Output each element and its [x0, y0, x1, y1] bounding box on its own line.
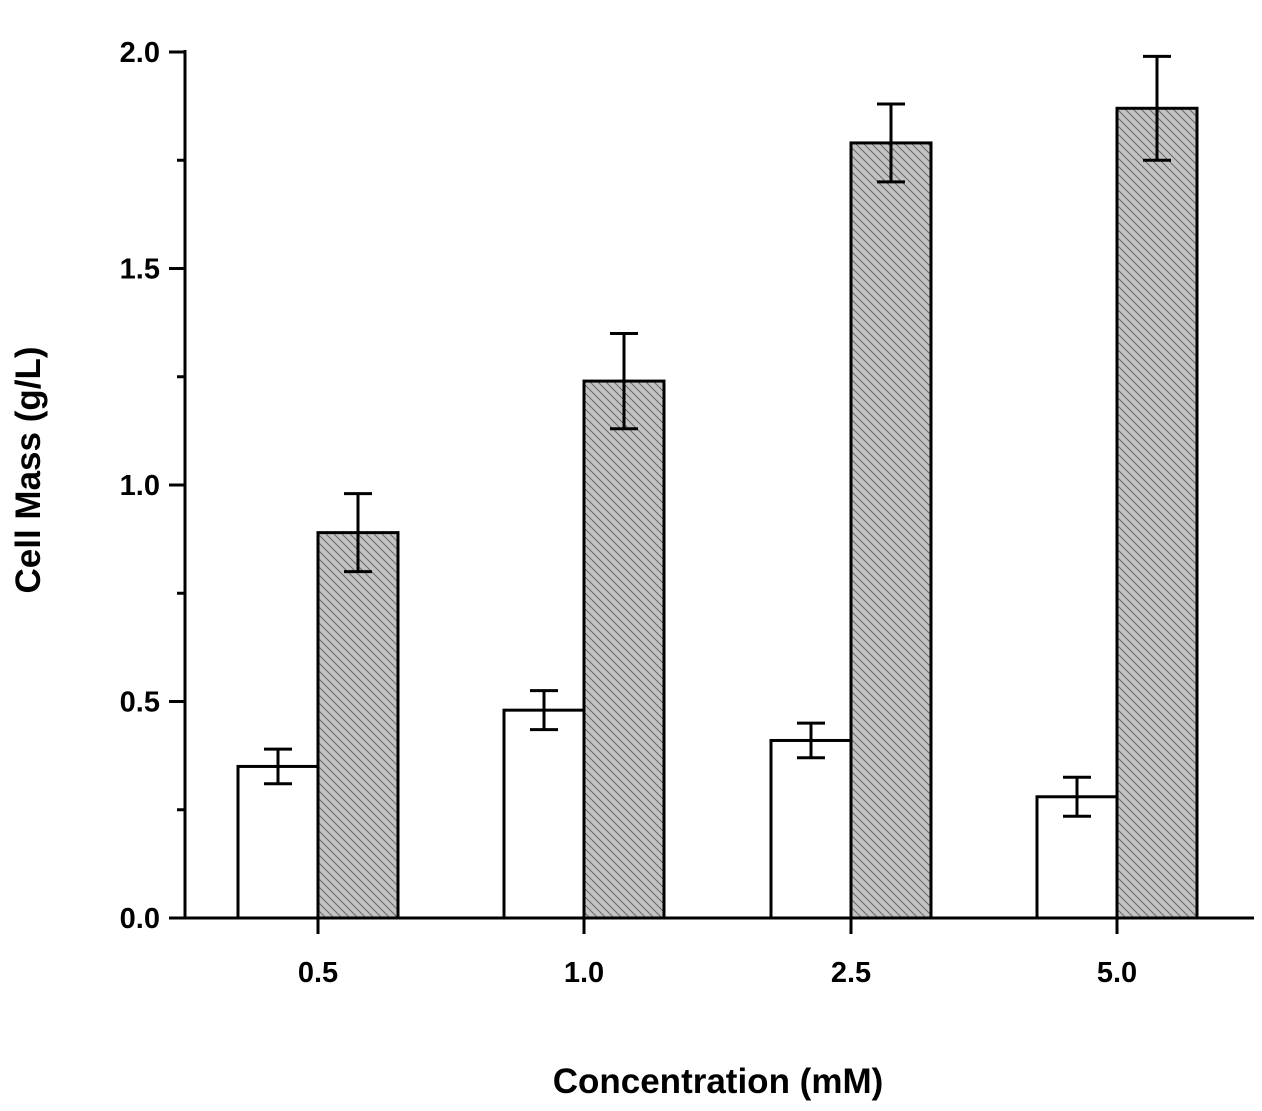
bar-series1-2.5 — [769, 738, 853, 920]
error-bar-series2-5.0 — [1143, 54, 1171, 162]
error-bar-series2-0.5 — [344, 492, 372, 574]
error-bar-series1-5.0 — [1063, 775, 1091, 818]
y-ticks-layer: 0.0 0.5 1.0 1.5 2.0 — [120, 37, 185, 935]
x-tick-label-0.5: 0.5 — [298, 957, 338, 989]
bar-series2-5.0 — [1115, 106, 1199, 920]
error-bar-series2-1.0 — [610, 331, 638, 431]
x-tick-label-2.5: 2.5 — [831, 957, 871, 989]
x-axis-title: Concentration (mM) — [553, 1062, 884, 1101]
x-ticks-layer: 0.5 1.0 2.5 5.0 — [298, 918, 1137, 989]
y-tick-label: 1.5 — [120, 254, 160, 286]
y-tick-label: 2.0 — [120, 37, 160, 69]
error-bar-series1-2.5 — [797, 721, 825, 760]
x-tick-label-1.0: 1.0 — [564, 957, 604, 989]
error-bars-layer — [264, 54, 1171, 818]
error-bar-series2-2.5 — [877, 102, 905, 184]
error-bar-series1-0.5 — [264, 747, 292, 786]
error-bar-series1-1.0 — [530, 689, 558, 732]
bar-series1-1.0 — [502, 708, 586, 920]
y-tick-label: 0.5 — [120, 687, 160, 719]
x-tick-label-5.0: 5.0 — [1097, 957, 1137, 989]
bar-series1-0.5 — [236, 764, 320, 920]
bar-series2-2.5 — [849, 141, 933, 920]
y-tick-label: 1.0 — [120, 470, 160, 502]
bar-series2-1.0 — [582, 379, 666, 920]
bars-layer — [236, 106, 1199, 920]
y-tick-label: 0.0 — [120, 903, 160, 935]
y-axis-title: Cell Mass (g/L) — [9, 347, 48, 594]
bar-series2-0.5 — [316, 531, 400, 920]
